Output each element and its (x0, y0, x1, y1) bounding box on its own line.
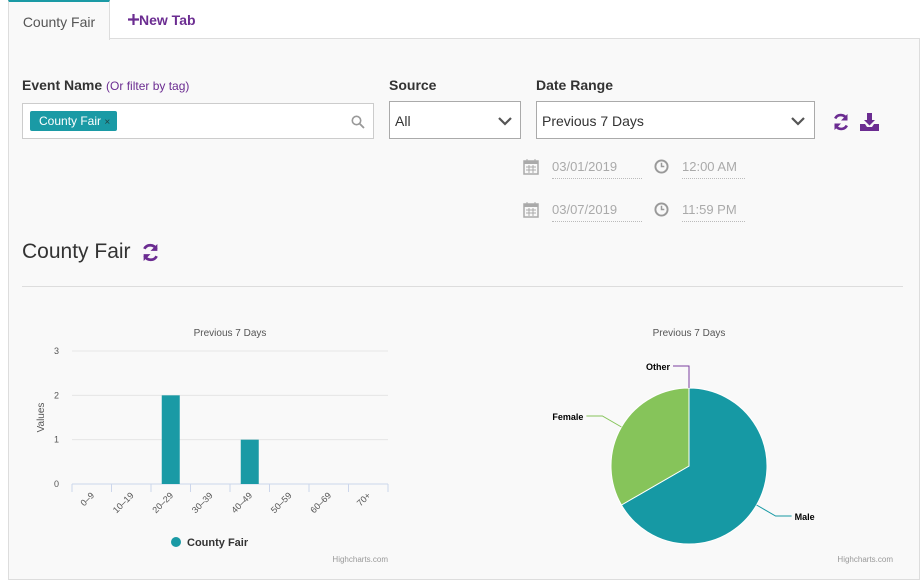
field-label: Source (389, 77, 437, 93)
section-title: County Fair (22, 240, 131, 263)
plus-icon (128, 14, 139, 25)
x-tick-label: 50–59 (269, 490, 294, 515)
tab-label: New Tab (139, 12, 196, 28)
calendar-icon (523, 159, 539, 175)
select-value: Previous 7 Days (542, 113, 644, 129)
divider (22, 286, 903, 287)
x-tick-label: 70+ (355, 490, 373, 508)
search-icon (351, 115, 365, 129)
y-tick-label: 0 (54, 479, 59, 489)
pie-slice (620, 387, 768, 545)
chevron (498, 117, 512, 126)
label-text: Event Name (22, 77, 103, 93)
y-axis-title: Values (36, 403, 47, 433)
x-tick-label: 30–39 (190, 490, 215, 515)
start-time[interactable]: 12:00 AM (682, 156, 745, 179)
tag-remove[interactable]: × (104, 117, 111, 128)
connector (586, 415, 622, 428)
calendar-icon (523, 202, 539, 218)
credits: Highcharts.com (332, 555, 388, 564)
bar (240, 439, 259, 484)
source-select[interactable]: All (389, 101, 521, 139)
refresh-button[interactable] (832, 113, 850, 131)
chart-title: Previous 7 Days (194, 328, 267, 339)
tag-text: County Fair (39, 114, 102, 128)
x-tick-label: 10–19 (111, 490, 136, 515)
filter-hint[interactable]: (Or filter by tag) (106, 79, 190, 93)
slice-label: Female (552, 412, 583, 422)
x-tick-label: 60–69 (308, 490, 333, 515)
field-label: Date Range (536, 77, 614, 93)
end-time[interactable]: 11:59 PM (682, 199, 745, 222)
clock-icon (654, 202, 669, 217)
slice-label: Other (646, 362, 671, 372)
connector (673, 365, 690, 388)
start-date[interactable]: 03/01/2019 (552, 156, 642, 179)
x-tick-label: 40–49 (229, 490, 254, 515)
section-refresh[interactable] (141, 243, 160, 262)
end-date[interactable]: 03/07/2019 (552, 199, 642, 222)
x-tick-label: 0–9 (78, 490, 96, 508)
legend-label: County Fair (187, 537, 249, 549)
clock-icon (654, 159, 669, 174)
select-value: All (395, 113, 411, 129)
y-tick-label: 1 (54, 435, 59, 445)
credits: Highcharts.com (837, 555, 893, 564)
slice-label: Male (795, 512, 815, 522)
tag: County Fair × (30, 111, 118, 131)
bar (161, 395, 180, 484)
tab-active[interactable]: County Fair (8, 0, 110, 40)
download-button[interactable] (860, 113, 879, 131)
y-tick-label: 3 (54, 346, 59, 356)
legend-symbol (171, 537, 181, 547)
chart-title: Previous 7 Days (653, 328, 726, 339)
tab-new[interactable]: New Tab (128, 0, 196, 38)
event-input[interactable]: County Fair × (22, 103, 374, 139)
tab-label: County Fair (22, 14, 96, 30)
chevron (791, 117, 805, 126)
y-tick-label: 2 (54, 390, 59, 400)
pie-slice (610, 387, 690, 506)
x-tick-label: 20–29 (150, 490, 175, 515)
field-label: Event Name (Or filter by tag) (22, 77, 189, 93)
connector (756, 504, 792, 517)
date-range-select[interactable]: Previous 7 Days (536, 101, 815, 139)
